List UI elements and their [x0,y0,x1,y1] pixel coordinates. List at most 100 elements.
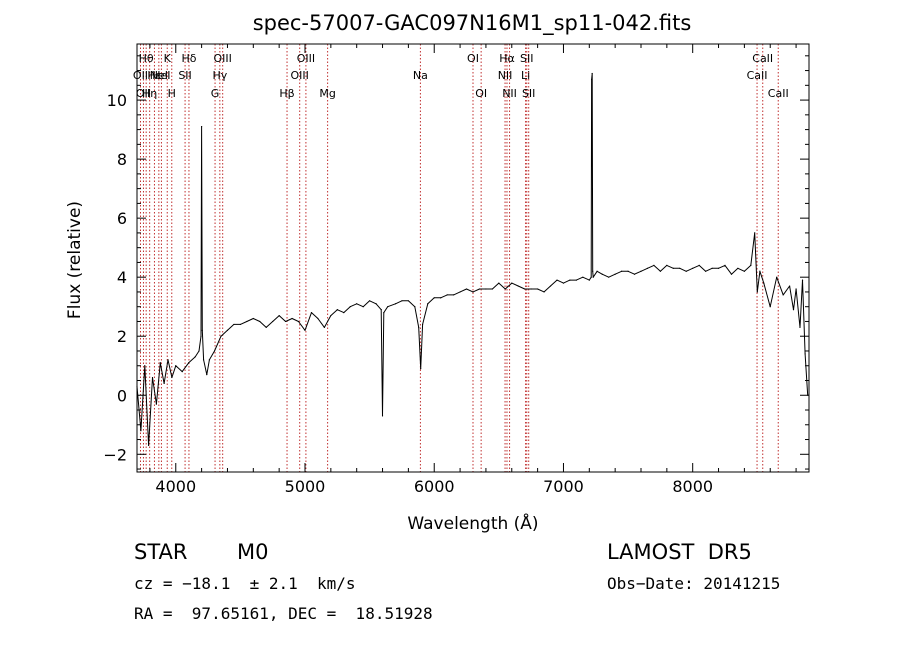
data-point [705,270,707,272]
line-label-29: CaII [768,87,789,100]
data-point [246,320,248,323]
data-point [769,306,771,308]
data-point [418,326,420,328]
data-point [394,303,397,305]
data-point [380,309,382,311]
y-tick-label: 6 [117,209,127,228]
data-point [188,362,190,364]
data-point [511,282,513,284]
data-point [167,359,169,361]
y-tick-label: −2 [103,445,127,464]
data-point [285,320,287,323]
data-point [582,276,584,278]
data-point [259,320,261,323]
y-tick-label: 8 [117,150,127,169]
data-point [171,376,173,379]
data-point [575,279,577,281]
data-point [530,288,532,290]
data-point [213,350,216,352]
x-tick-label: 5000 [285,477,326,496]
line-label-28: CaII [752,52,773,65]
data-point [724,264,726,266]
coordinates: RA = 97.65161, DEC = 18.51928 [134,604,433,623]
data-point [387,306,389,308]
spectrum-line-0 [136,73,809,446]
data-point [608,276,610,278]
data-point [692,267,694,269]
axis-ticks: 4000 5000 6000 7000 8000 −2 0 2 4 6 8 10 [103,44,809,496]
data-point [233,323,235,326]
data-point [679,267,681,269]
x-axis-label: Wavelength (Å) [407,512,538,534]
data-point [590,276,592,278]
line-label-11: G [211,87,220,100]
data-point [698,264,700,266]
data-point [556,279,558,281]
data-point [381,415,384,417]
line-label-8: H [168,87,176,100]
data-point [614,273,616,275]
data-point [543,291,545,293]
object-class: STAR [134,540,188,564]
data-point [144,365,146,367]
data-point [198,350,200,352]
data-point [148,444,150,447]
data-point [194,356,196,358]
data-point [433,297,435,299]
data-point [323,326,325,328]
data-point [465,288,468,290]
data-point [591,72,593,75]
data-point [717,267,720,269]
data-point [440,297,442,299]
data-point [776,276,778,278]
data-point [601,273,603,275]
data-point [420,368,422,370]
data-point [801,279,804,281]
data-point [666,264,668,266]
data-point [754,232,756,234]
data-point [795,288,797,290]
data-point [756,291,758,293]
data-point [208,359,210,361]
data-point [472,291,474,293]
data-point [201,126,203,128]
y-tick-label: 2 [117,327,127,346]
line-label-12: Hγ [212,69,227,82]
line-label-15: OIII [291,69,309,82]
data-point [414,306,416,308]
line-label-19: OI [467,52,479,65]
survey-label: LAMOST DR5 [607,540,752,564]
data-point [804,353,806,355]
data-point [799,326,801,328]
data-point [517,285,519,287]
data-point [592,270,594,272]
redshift-readout: cz = −18.1 ± 2.1 km/s [134,574,356,593]
line-label-3: Hη [142,87,157,100]
data-point [272,320,274,323]
data-point [220,335,222,337]
data-point [737,267,739,269]
line-label-10: Hδ [181,52,196,65]
data-point [375,303,377,305]
x-tick-label: 7000 [543,477,584,496]
line-label-0: OII [133,69,148,82]
data-point [206,373,208,376]
data-point [252,317,254,320]
data-point [175,365,177,367]
chart-title: spec-57007-GAC097N16M1_sp11-042.fits [253,11,692,36]
data-point [265,326,267,328]
subclass: M0 [237,540,269,564]
data-point [537,288,539,290]
data-point [226,329,229,331]
data-point [592,276,594,278]
data-point [621,270,623,272]
line-label-14: Hβ [279,87,294,100]
data-point [789,285,791,287]
line-label-18: Na [413,69,428,82]
data-point [498,282,500,284]
data-point [672,267,674,269]
data-point [369,300,371,302]
line-label-22: Hα [499,52,515,65]
obs-date: Obs−Date: 20141215 [607,574,781,593]
